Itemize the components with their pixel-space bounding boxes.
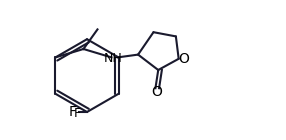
- Text: NH: NH: [104, 52, 122, 65]
- Text: O: O: [178, 52, 189, 66]
- Text: F: F: [68, 105, 76, 119]
- Text: O: O: [152, 85, 162, 99]
- Text: F: F: [74, 107, 81, 120]
